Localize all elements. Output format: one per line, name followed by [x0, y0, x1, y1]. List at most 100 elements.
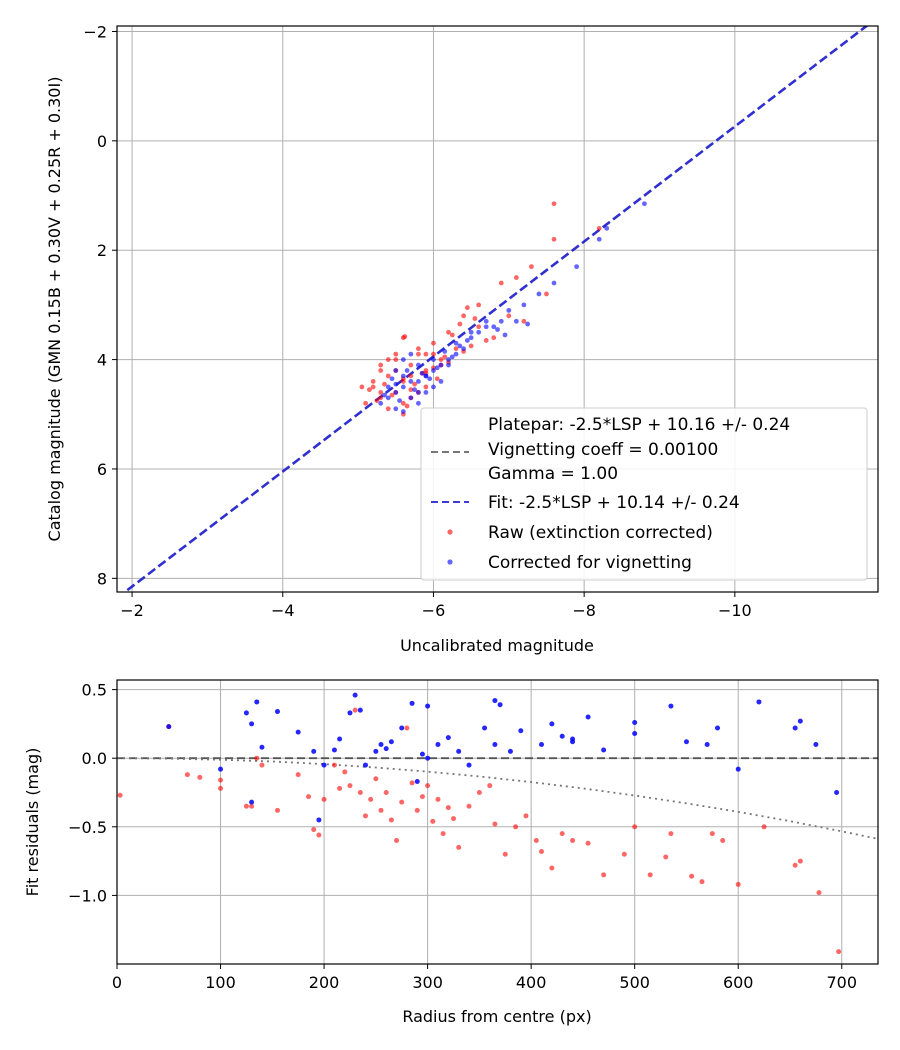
raw-residual-point — [430, 818, 436, 824]
raw-residual-point — [347, 783, 353, 789]
corrected-point — [491, 324, 497, 330]
corrected-point — [483, 318, 489, 324]
residuals-y-tick-label: −1.0 — [68, 886, 107, 905]
corrected-residual-point — [559, 733, 565, 739]
raw-residual-point — [570, 838, 576, 844]
corrected-point — [408, 379, 414, 384]
fit-line — [122, 26, 869, 592]
raw-residual-point — [249, 803, 255, 809]
corrected-point — [397, 398, 402, 403]
raw-residual-point — [797, 858, 803, 864]
residuals-x-tick-label: 700 — [826, 973, 857, 992]
raw-residual-point — [466, 803, 472, 809]
corrected-point — [453, 351, 459, 357]
corrected-residual-point — [518, 728, 524, 734]
corrected-point — [385, 395, 391, 401]
corrected-point — [446, 357, 451, 362]
corrected-residual-point — [243, 710, 249, 716]
corrected-point — [404, 368, 410, 373]
raw-point — [434, 376, 440, 382]
corrected-residual-point — [254, 699, 260, 705]
raw-point — [404, 403, 410, 409]
raw-residual-point — [394, 838, 400, 844]
legend-corrected-label: Corrected for vignetting — [488, 553, 692, 573]
raw-residual-point — [502, 851, 508, 857]
raw-residual-point — [476, 790, 482, 796]
residuals-x-tick-label: 400 — [516, 973, 547, 992]
corrected-point — [483, 324, 489, 330]
raw-point — [415, 346, 421, 352]
corrected-point — [438, 379, 444, 384]
corrected-residual-point — [249, 799, 255, 805]
corrected-residual-point — [249, 721, 255, 727]
calibration-x-tick-label: −4 — [271, 601, 295, 620]
corrected-residual-point — [756, 699, 762, 705]
corrected-residual-point — [632, 731, 638, 737]
corrected-residual-point — [425, 755, 431, 761]
corrected-point — [382, 392, 387, 398]
raw-point — [378, 389, 384, 395]
corrected-residual-point — [435, 741, 441, 747]
corrected-point — [423, 373, 429, 379]
raw-point — [370, 379, 376, 384]
corrected-residual-point — [409, 700, 415, 706]
corrected-point — [446, 362, 451, 368]
corrected-residual-point — [585, 714, 591, 720]
legend-vignetting-label: Vignetting coeff = 0.00100 — [488, 440, 718, 460]
corrected-residual-point — [497, 702, 503, 708]
corrected-residual-point — [321, 762, 327, 768]
corrected-residual-point — [274, 709, 280, 715]
corrected-point — [642, 201, 647, 207]
raw-point — [506, 313, 512, 319]
corrected-point — [400, 373, 406, 379]
raw-residual-point — [663, 854, 669, 860]
raw-point — [513, 275, 519, 280]
raw-point — [408, 387, 414, 393]
raw-residual-point — [456, 844, 462, 850]
raw-residual-point — [689, 873, 695, 879]
raw-point — [472, 316, 478, 321]
corrected-residual-point — [735, 766, 741, 772]
residuals-y-tick-label: −0.5 — [68, 818, 107, 837]
raw-residual-point — [487, 783, 493, 789]
corrected-point — [574, 264, 580, 270]
raw-point — [551, 201, 557, 207]
calibration-y-tick-label: 0 — [97, 132, 107, 151]
corrected-residual-point — [813, 741, 819, 747]
corrected-residual-point — [492, 698, 498, 704]
raw-residual-point — [352, 707, 358, 713]
corrected-residual-point — [632, 720, 638, 726]
calibration-y-tick-label: −2 — [83, 22, 107, 41]
residuals-x-tick-label: 500 — [619, 973, 650, 992]
raw-point — [363, 400, 369, 406]
legend-fit-label: Fit: -2.5*LSP + 10.14 +/- 0.24 — [488, 493, 740, 513]
raw-point — [378, 368, 384, 373]
raw-residual-point — [559, 831, 565, 837]
corrected-residual-point — [383, 746, 389, 752]
corrected-point — [378, 400, 384, 406]
raw-residual-point — [368, 796, 374, 802]
residuals-plot-area — [117, 692, 878, 955]
raw-residual-point — [836, 949, 842, 955]
raw-residual-point — [254, 755, 260, 761]
raw-point — [431, 351, 436, 357]
corrected-residual-point — [378, 741, 384, 747]
raw-point — [483, 338, 489, 343]
corrected-residual-point — [507, 748, 513, 754]
raw-point — [529, 264, 534, 270]
raw-point — [389, 392, 395, 398]
corrected-point — [393, 381, 399, 387]
calibration-series — [122, 26, 869, 592]
corrected-point — [596, 236, 602, 242]
corrected-point — [502, 332, 508, 338]
calibration-plot-frame — [116, 25, 879, 593]
legend-gamma-label: Gamma = 1.00 — [488, 464, 618, 484]
residuals-x-axis-label: Radius from centre (px) — [402, 1007, 591, 1026]
corrected-point — [476, 329, 482, 335]
corrected-point — [423, 389, 429, 395]
corrected-residual-point — [347, 710, 353, 716]
corrected-residual-point — [337, 736, 343, 742]
calibration-ticks: −2 −4 −6 −8 −10 −2 0 2 4 6 8 — [83, 22, 751, 620]
raw-residual-point — [331, 762, 337, 768]
corrected-residual-point — [218, 766, 224, 772]
